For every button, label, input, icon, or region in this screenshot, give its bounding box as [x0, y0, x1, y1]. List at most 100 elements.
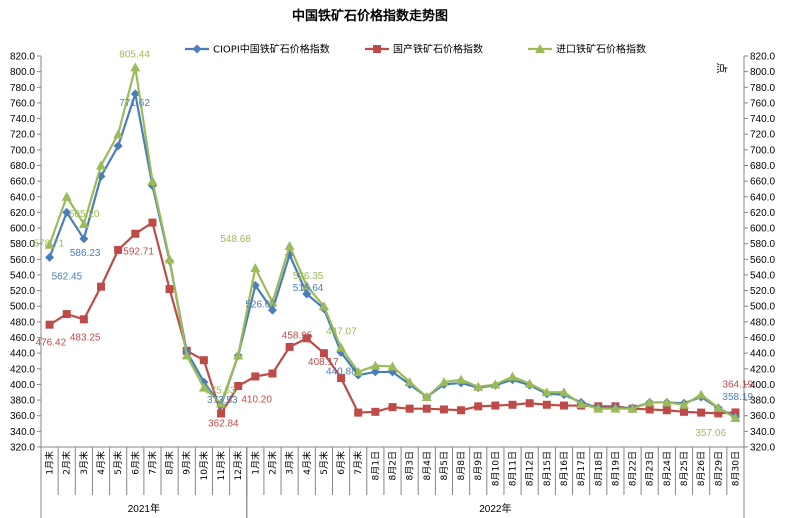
data-label: 408.17 — [308, 357, 339, 368]
y-tick-label-right: 700.0 — [750, 145, 775, 156]
data-point — [336, 342, 347, 352]
data-label: 375.63 — [205, 385, 236, 396]
y-tick-label-left: 320.0 — [10, 443, 35, 454]
y-tick-label-left: 800.0 — [10, 67, 35, 78]
legend-label: 国产铁矿石价格指数 — [393, 43, 483, 56]
data-point — [490, 379, 501, 389]
year-label: 2022年 — [479, 502, 511, 515]
y-tick-label-left: 600.0 — [10, 224, 35, 235]
data-label: 771.62 — [119, 98, 150, 109]
y-tick-label-left: 440.0 — [10, 349, 35, 360]
x-tick-label: 8月4日 — [422, 451, 433, 480]
data-point — [593, 403, 604, 413]
data-point — [319, 349, 328, 358]
x-tick-label: 8月15日 — [542, 451, 553, 486]
y-tick-label-left: 620.0 — [10, 208, 35, 219]
y-tick-label-left: 640.0 — [10, 192, 35, 203]
data-point — [78, 218, 89, 228]
y-tick-label-left: 740.0 — [10, 114, 35, 125]
data-point — [147, 176, 158, 186]
y-tick-label-right: 720.0 — [750, 130, 775, 141]
data-point — [198, 382, 209, 392]
y-tick-label-right: 660.0 — [750, 177, 775, 188]
data-point — [199, 356, 208, 365]
y-tick-label-right: 600.0 — [750, 224, 775, 235]
data-point — [302, 289, 312, 299]
legend: CIOPI中国铁矿石价格指数 国产铁矿石价格指数 进口铁矿石价格指数 — [185, 43, 646, 56]
x-tick-label: 8月26日 — [696, 451, 707, 486]
data-point — [62, 310, 71, 319]
data-point — [491, 401, 500, 410]
data-point — [114, 245, 123, 254]
data-point — [714, 409, 723, 418]
data-point — [456, 374, 467, 384]
data-point — [113, 141, 123, 151]
y-tick-label-left: 460.0 — [10, 333, 35, 344]
x-tick-label: 8月1日 — [370, 451, 381, 480]
y-tick-label-right: 520.0 — [750, 286, 775, 297]
y-tick-label-right: 560.0 — [750, 255, 775, 266]
y-tick-label-left: 500.0 — [10, 302, 35, 313]
data-label: 548.68 — [220, 234, 251, 245]
data-point — [96, 160, 107, 170]
data-point — [713, 402, 724, 412]
y-tick-label-left: 760.0 — [10, 98, 35, 109]
x-tick-label: 3月末 — [284, 451, 296, 475]
data-point — [541, 387, 552, 397]
data-point — [507, 371, 518, 381]
data-point — [421, 391, 432, 401]
data-point — [438, 377, 449, 387]
x-tick-label: 1月末 — [249, 451, 261, 475]
data-point — [301, 280, 312, 290]
data-point — [113, 129, 124, 139]
x-tick-label: 8月3日 — [405, 451, 416, 480]
data-label: 440.88 — [326, 366, 357, 377]
data-label: 605.20 — [69, 209, 100, 220]
data-point — [388, 403, 397, 412]
x-tick-label: 8月12日 — [525, 451, 536, 486]
y-tick-label-left: 660.0 — [10, 177, 35, 188]
y-tick-label-right: 500.0 — [750, 302, 775, 313]
data-point — [373, 45, 381, 53]
x-tick-label: 8月30日 — [730, 451, 741, 486]
y-tick-label-left: 700.0 — [10, 145, 35, 156]
data-point — [542, 400, 551, 409]
x-tick-label: 8月11日 — [508, 451, 519, 486]
y-tick-label-left: 540.0 — [10, 270, 35, 281]
data-point — [318, 301, 329, 311]
x-tick-label: 12月末 — [232, 451, 244, 480]
data-label: 357.06 — [695, 428, 726, 439]
y-tick-label-left: 480.0 — [10, 317, 35, 328]
data-label: 578.71 — [34, 239, 65, 250]
y-tick-label-right: 760.0 — [750, 98, 775, 109]
x-tick-label: 8月5日 — [439, 451, 450, 480]
series-triangle — [44, 62, 741, 423]
chart-title: 中国铁矿石价格指数走势图 — [292, 8, 448, 24]
data-point — [97, 282, 106, 291]
x-tick-label: 7月末 — [146, 451, 158, 475]
y-tick-label-right: 780.0 — [750, 83, 775, 94]
data-point — [354, 408, 363, 417]
data-point — [251, 372, 260, 381]
data-point — [79, 234, 89, 244]
x-tick-label: 8月17日 — [576, 451, 587, 486]
y-tick-label-right: 820.0 — [750, 52, 775, 63]
data-point — [610, 403, 621, 413]
y-tick-label-right: 740.0 — [750, 114, 775, 125]
data-point — [130, 62, 141, 72]
y-tick-label-right: 580.0 — [750, 239, 775, 250]
x-tick-label: 8月22日 — [628, 451, 639, 486]
x-tick-label: 7月末 — [352, 451, 364, 475]
data-label: 447.07 — [326, 327, 357, 338]
y-tick-label-right: 420.0 — [750, 364, 775, 375]
y-tick-label-right: 540.0 — [750, 270, 775, 281]
y-tick-label-left: 400.0 — [10, 380, 35, 391]
data-point — [627, 403, 638, 413]
data-point — [217, 409, 226, 418]
y-tick-label-right: 460.0 — [750, 333, 775, 344]
y-tick-label-right: 400.0 — [750, 380, 775, 391]
x-tick-label: 8月23日 — [645, 451, 656, 486]
data-label: 364.19 — [722, 379, 753, 390]
data-point — [535, 44, 545, 53]
